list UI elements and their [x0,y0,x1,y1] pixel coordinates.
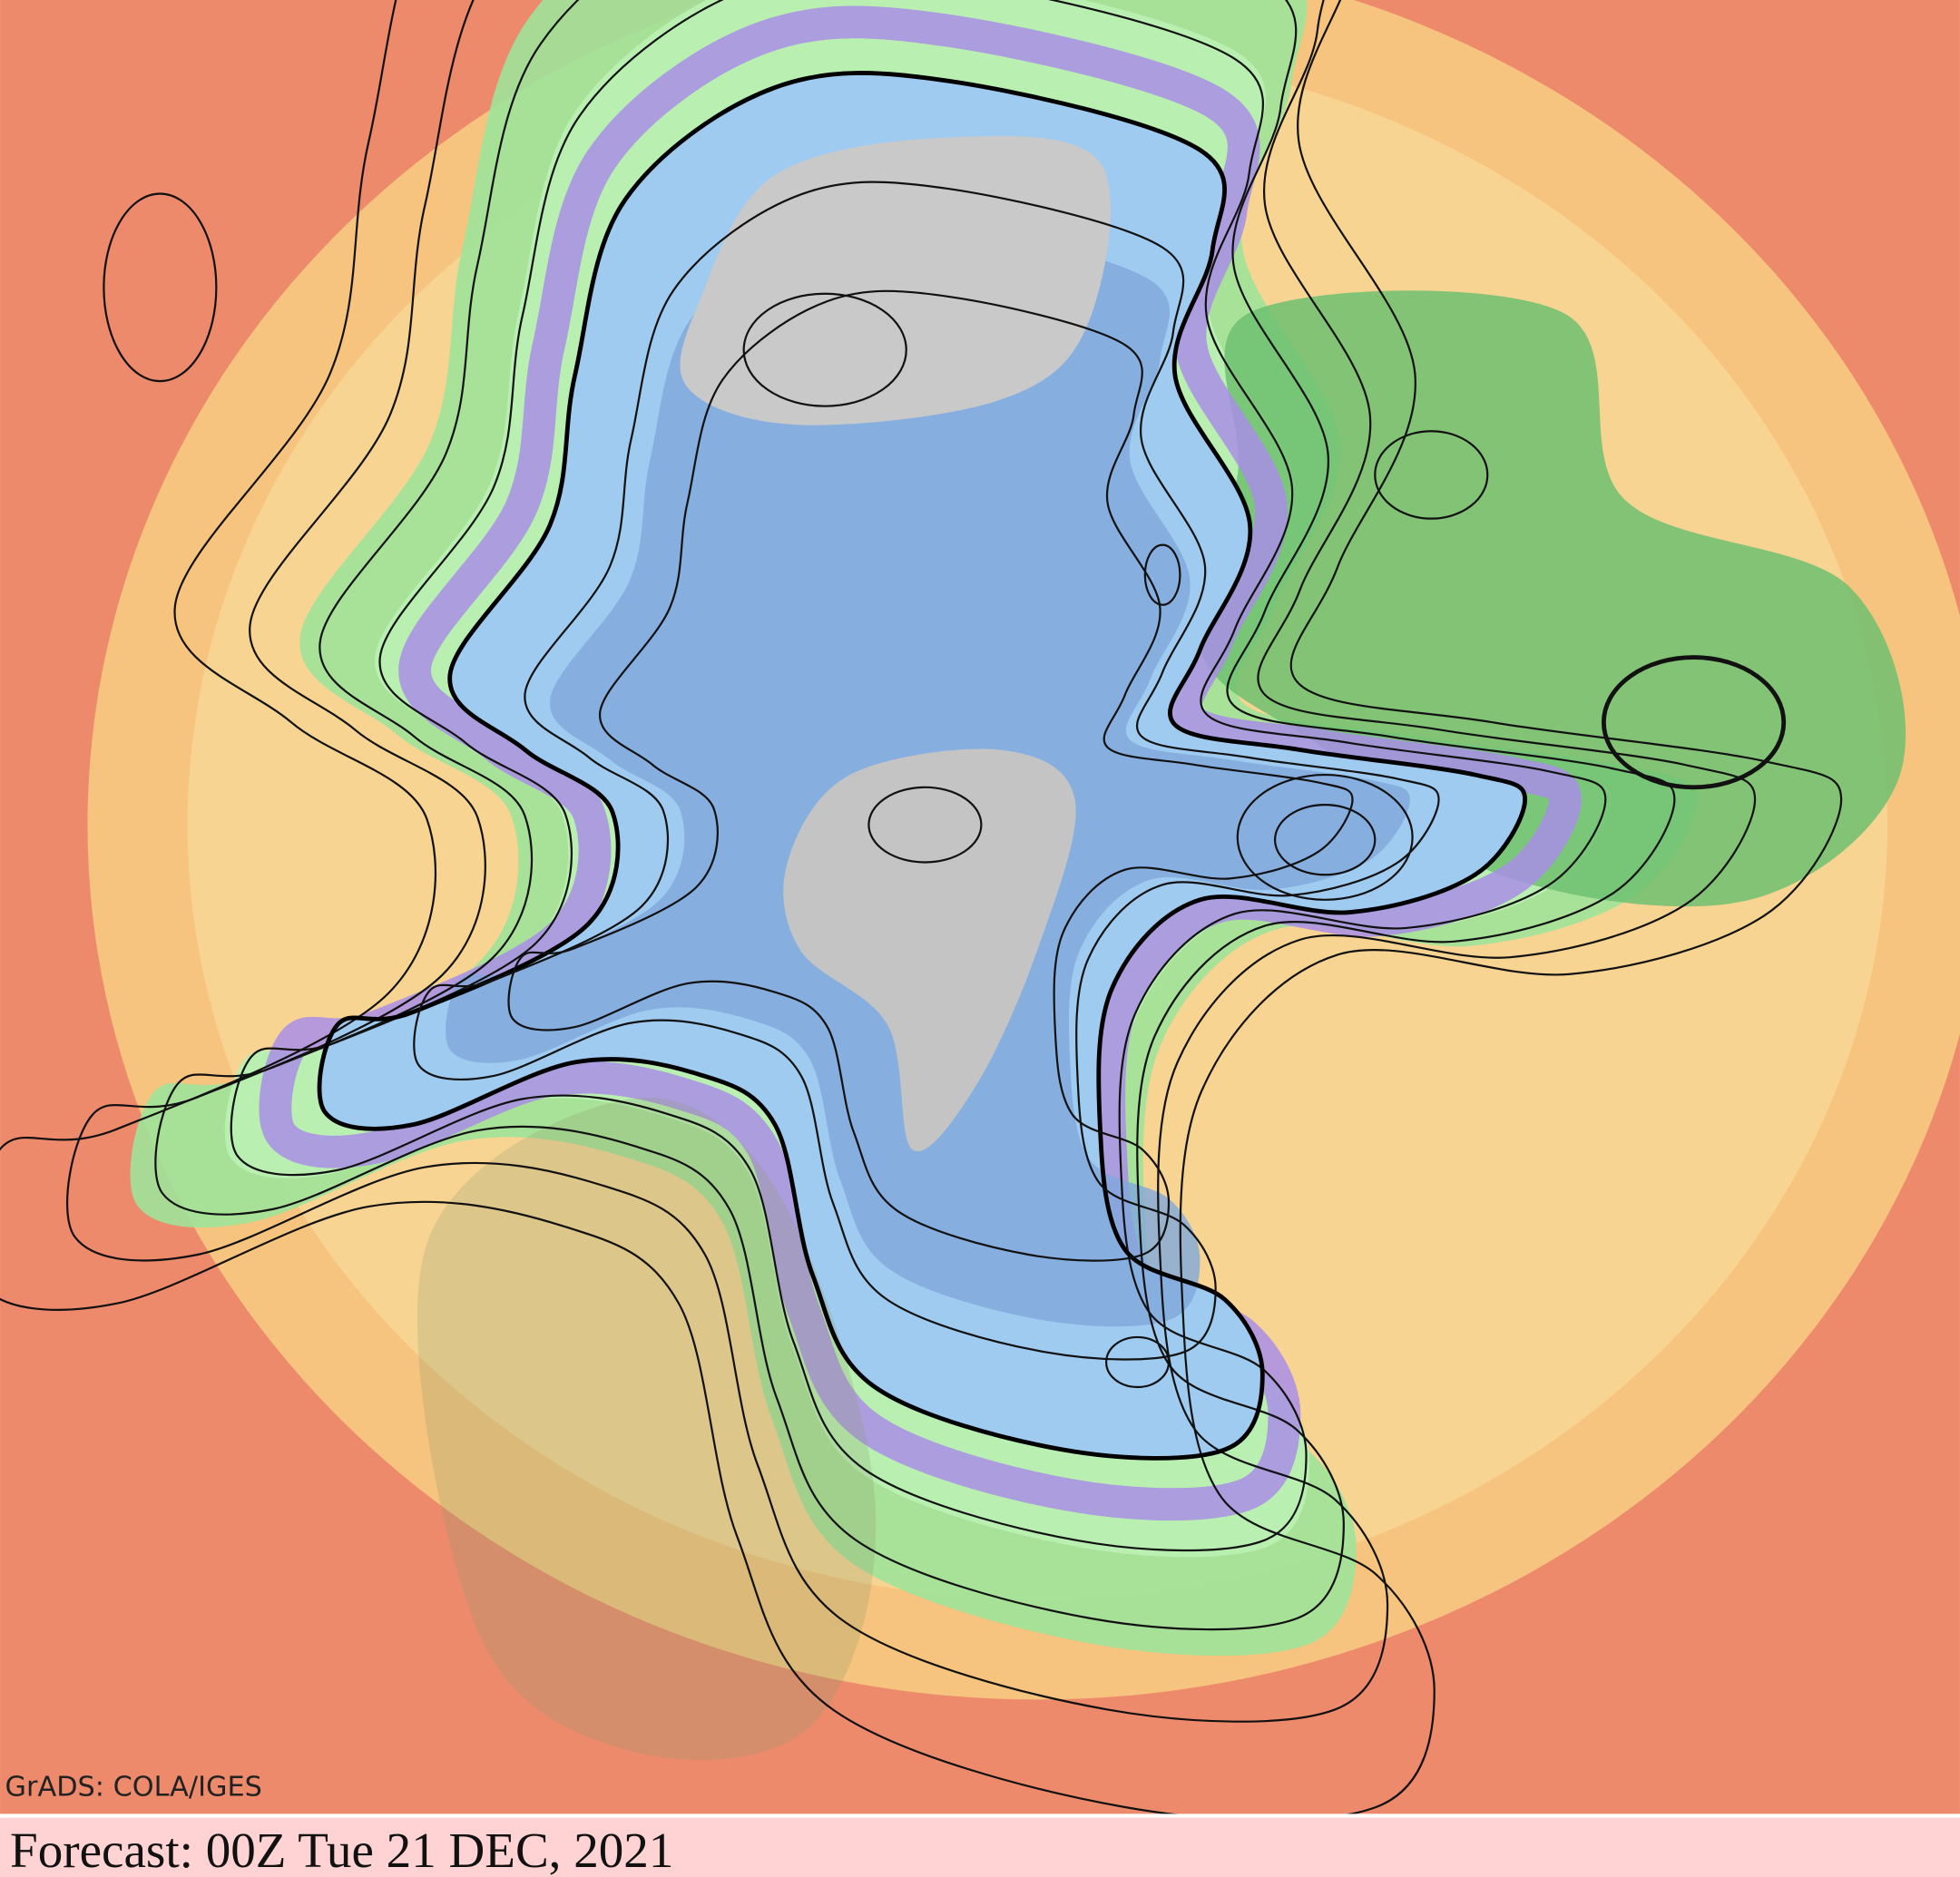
map-layers [0,0,1960,1822]
purple-band [259,5,1582,1521]
gray-greenland [783,748,1076,1152]
footer-bar [0,1814,1960,1877]
contour-closed [1236,773,1414,901]
contour-closed [1143,543,1181,606]
contour-bold [317,71,1527,1461]
contour-closed [1105,1335,1171,1389]
contour [413,181,1440,1361]
contour [0,0,1843,1822]
land-overlay [416,1098,877,1760]
gray-siberia [680,135,1111,425]
contour-closed [103,192,218,383]
contour-closed [1601,655,1787,790]
contour [65,0,1757,1723]
contour-closed [1273,804,1377,876]
contour [230,0,1607,1552]
watermark: GrADS: COLA/IGES [5,1771,262,1803]
contour-closed [1374,430,1489,520]
contour [507,289,1354,1262]
contour-closed [742,292,907,407]
footer-text: Forecast: 00Z Tue 21 DEC, 2021 [10,1823,673,1877]
contour [154,0,1676,1631]
contour-closed [867,786,983,864]
